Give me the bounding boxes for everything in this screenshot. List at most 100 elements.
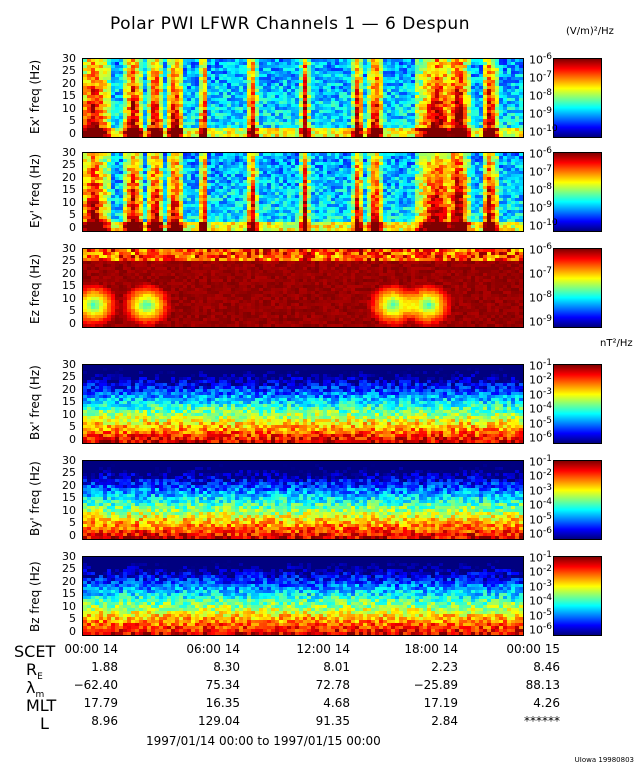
y-tick-label: 20 — [62, 170, 76, 184]
table-cell: 2.84 — [431, 714, 458, 728]
table-cell: ****** — [524, 714, 560, 728]
colorbar-tick-label: 10-8 — [529, 182, 552, 197]
colorbar-tick-label: 10-1 — [529, 550, 552, 565]
colorbar-tick-label: 10-3 — [529, 578, 552, 594]
colorbar-tick-label: 10-7 — [529, 164, 552, 179]
y-tick-label: 15 — [62, 183, 76, 197]
y-axis-label-5: By' freq (Hz) — [28, 461, 42, 536]
row-label: RE — [26, 660, 43, 683]
spectrogram-image-2 — [83, 153, 523, 231]
y-tick-label: 5 — [69, 304, 76, 318]
spectrogram-4 — [82, 364, 524, 444]
y-tick-label: 10 — [62, 195, 76, 209]
table-cell: −25.89 — [413, 678, 458, 692]
y-axis-label-6: Bz freq (Hz) — [28, 561, 42, 632]
table-cell: 4.68 — [323, 696, 350, 710]
y-axis-label-3: Ez freq (Hz) — [28, 253, 42, 324]
y-tick-label: 0 — [69, 528, 76, 542]
colorbar-tick-label: 10-9 — [529, 106, 552, 121]
colorbar-tick-label: 10-8 — [529, 88, 552, 103]
colorbar-tick-label: 10-5 — [529, 511, 552, 527]
y-tick-label: 25 — [62, 370, 76, 384]
table-cell: 12:00 14 — [296, 642, 350, 656]
y-tick-label: 20 — [62, 382, 76, 396]
y-tick-label: 15 — [62, 89, 76, 103]
y-tick-label: 20 — [62, 76, 76, 90]
spectrogram-image-6 — [83, 557, 523, 635]
colorbar-tick-label: 10-10 — [529, 124, 558, 139]
table-cell: 00:00 15 — [506, 642, 560, 656]
y-tick-label: 15 — [62, 395, 76, 409]
colorbar-5 — [553, 460, 602, 540]
colorbar-6 — [553, 556, 602, 636]
y-axis-label-4: Bx' freq (Hz) — [28, 365, 42, 440]
row-label: SCET — [14, 642, 56, 661]
table-cell: 2.23 — [431, 660, 458, 674]
spectrogram-image-1 — [83, 59, 523, 137]
spectrogram-5 — [82, 460, 524, 540]
y-tick-label: 10 — [62, 407, 76, 421]
y-tick-label: 10 — [62, 101, 76, 115]
y-tick-label: 15 — [62, 587, 76, 601]
row-label: MLT — [26, 696, 57, 715]
table-cell: 17.19 — [423, 696, 458, 710]
table-cell: 91.35 — [315, 714, 350, 728]
y-tick-label: 5 — [69, 208, 76, 222]
spectrogram-3 — [82, 248, 524, 328]
table-cell: 17.79 — [83, 696, 118, 710]
y-tick-label: 5 — [69, 420, 76, 434]
colorbar-tick-label: 10-2 — [529, 564, 552, 580]
colorbar-tick-label: 10-6 — [529, 242, 552, 257]
y-tick-label: 10 — [62, 291, 76, 305]
table-cell: 1.88 — [91, 660, 118, 674]
y-tick-label: 25 — [62, 158, 76, 172]
y-tick-label: 0 — [69, 316, 76, 330]
colorbar-1 — [553, 58, 602, 138]
colorbar-4 — [553, 364, 602, 444]
spectrogram-6 — [82, 556, 524, 636]
colorbar-3 — [553, 248, 602, 328]
spectrogram-image-5 — [83, 461, 523, 539]
colorbar-tick-label: 10-10 — [529, 218, 558, 233]
colorbar-tick-label: 10-7 — [529, 70, 552, 85]
y-tick-label: 0 — [69, 432, 76, 446]
figure-title: Polar PWI LFWR Channels 1 — 6 Despun — [110, 14, 470, 34]
spectrogram-image-4 — [83, 365, 523, 443]
colorbar-tick-label: 10-6 — [529, 146, 552, 161]
table-cell: 75.34 — [205, 678, 240, 692]
colorbar-tick-label: 10-4 — [529, 497, 552, 512]
table-cell: 18:00 14 — [404, 642, 458, 656]
y-tick-label: 5 — [69, 114, 76, 128]
colorbar-tick-label: 10-3 — [529, 482, 552, 498]
y-tick-label: 30 — [62, 550, 76, 563]
y-tick-label: 25 — [62, 254, 76, 268]
table-cell: 8.30 — [213, 660, 240, 674]
unit-label-electric: (V/m)²/Hz — [566, 26, 614, 37]
y-tick-label: 15 — [62, 279, 76, 293]
colorbar-tick-label: 10-4 — [529, 401, 552, 416]
table-cell: 06:00 14 — [186, 642, 240, 656]
colorbar-2 — [553, 152, 602, 232]
table-cell: −62.40 — [73, 678, 118, 692]
table-cell: 8.96 — [91, 714, 118, 728]
unit-label-magnetic: nT²/Hz — [600, 338, 633, 349]
y-tick-label: 20 — [62, 574, 76, 588]
spectrogram-image-3 — [83, 249, 523, 327]
y-tick-label: 30 — [62, 358, 76, 371]
table-cell: 129.04 — [198, 714, 240, 728]
colorbar-tick-label: 10-1 — [529, 358, 552, 373]
y-tick-label: 10 — [62, 599, 76, 613]
y-tick-label: 10 — [62, 503, 76, 517]
y-tick-label: 5 — [69, 612, 76, 626]
row-label: λm — [26, 678, 45, 701]
table-cell: 00:00 14 — [64, 642, 118, 656]
y-axis-label-1: Ex' freq (Hz) — [28, 59, 42, 134]
row-label: L — [40, 714, 49, 733]
table-cell: 72.78 — [315, 678, 350, 692]
y-tick-label: 25 — [62, 64, 76, 78]
spectrogram-1 — [82, 58, 524, 138]
table-cell: 8.01 — [323, 660, 350, 674]
y-axis-label-2: Ey' freq (Hz) — [28, 153, 42, 228]
y-tick-label: 0 — [69, 624, 76, 638]
